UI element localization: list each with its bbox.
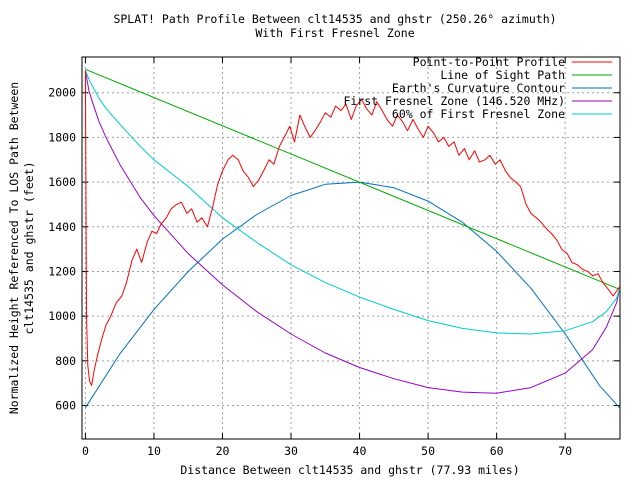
x-tick-label: 60 <box>490 444 504 458</box>
y-tick-label: 1000 <box>48 309 76 323</box>
y-tick-label: 1600 <box>48 175 76 189</box>
chart-title: SPLAT! Path Profile Between clt14535 and… <box>113 12 556 26</box>
x-tick-label: 10 <box>147 444 161 458</box>
y-tick-label: 1800 <box>48 130 76 144</box>
x-tick-label: 50 <box>421 444 435 458</box>
series-lines <box>84 68 620 409</box>
series-line-earths-curvature-contour <box>84 181 620 409</box>
series-line-sixty-percent-fresnel-zone <box>84 70 620 335</box>
x-tick-label: 30 <box>284 444 298 458</box>
y-tick-label: 2000 <box>48 86 76 100</box>
y-tick-label: 600 <box>55 398 76 412</box>
chart-subtitle: With First Fresnel Zone <box>255 26 414 40</box>
y-tick-label: 800 <box>55 354 76 368</box>
legend-label-sixty-percent-fresnel-zone: 60% of First Fresnel Zone <box>392 107 565 121</box>
x-axis-ticks: 0 10 20 30 40 50 60 70 <box>82 57 572 458</box>
y-axis-label-line2: clt14535 and ghstr (feet) <box>22 161 36 334</box>
y-axis-label-line1: Normalized Height Referenced To LOS Path… <box>7 82 21 414</box>
series-line-first-fresnel-zone <box>84 70 620 394</box>
grid <box>82 57 620 439</box>
y-tick-label: 1400 <box>48 220 76 234</box>
x-tick-label: 40 <box>353 444 367 458</box>
x-tick-label: 70 <box>558 444 572 458</box>
x-tick-label: 20 <box>216 444 230 458</box>
series-line-point-to-point-profile <box>84 70 620 386</box>
y-axis-ticks: 600 800 1000 1200 1400 1600 1800 2000 <box>48 86 620 412</box>
y-tick-label: 1200 <box>48 264 76 278</box>
legend-label-first-fresnel-zone: First Fresnel Zone (146.520 MHz) <box>343 94 565 108</box>
plot-area: 600 800 1000 1200 1400 1600 1800 2000 0 10 20 30 40… <box>48 56 621 458</box>
legend-label-point-to-point-profile: Point-to-Point Profile <box>413 55 565 69</box>
x-axis-label: Distance Between clt14535 and ghstr (77.… <box>180 463 519 477</box>
x-tick-label: 0 <box>82 444 89 458</box>
legend-label-line-of-sight-path: Line of Sight Path <box>440 68 565 82</box>
legend-label-earths-curvature-contour: Earth's Curvature Contour <box>392 81 565 95</box>
plot-frame <box>81 56 621 440</box>
series-line-line-of-sight-path <box>85 68 620 290</box>
